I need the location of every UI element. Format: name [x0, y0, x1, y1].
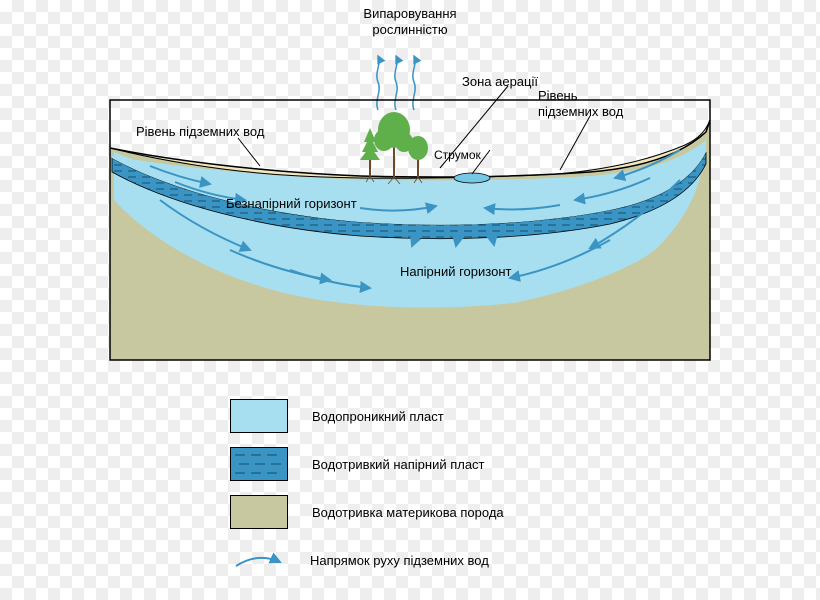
- label-stream: Струмок: [434, 148, 481, 162]
- label-aeration-zone: Зона аерації: [462, 74, 538, 90]
- legend-row-confining: Водотривкий напірний пласт: [230, 448, 504, 480]
- legend-arrow-icon: [230, 544, 286, 576]
- legend-text-bedrock: Водотривка материкова порода: [312, 505, 504, 520]
- title-line2: рослинністю: [372, 22, 447, 37]
- legend-swatch-confining: [230, 447, 288, 481]
- label-confined: Напірний горизонт: [400, 264, 511, 280]
- evaporation-arrows: [377, 56, 415, 110]
- stream: [454, 173, 490, 183]
- title: Випаровування рослинністю: [340, 6, 480, 37]
- legend-text-aquifer: Водопроникний пласт: [312, 409, 444, 424]
- legend-row-aquifer: Водопроникний пласт: [230, 400, 504, 432]
- title-line1: Випаровування: [363, 6, 456, 21]
- legend-swatch-aquifer: [230, 399, 288, 433]
- legend-row-bedrock: Водотривка материкова порода: [230, 496, 504, 528]
- label-right-water-table: Рівень підземних вод: [538, 88, 623, 119]
- label-left-water-table: Рівень підземних вод: [136, 124, 264, 140]
- legend: Водопроникний пласт Водотривкий напірний…: [230, 400, 504, 592]
- label-unconfined: Безнапірний горизонт: [226, 196, 357, 212]
- legend-text-confining: Водотривкий напірний пласт: [312, 457, 485, 472]
- legend-text-arrow: Напрямок руху підземних вод: [310, 553, 489, 568]
- legend-swatch-bedrock: [230, 495, 288, 529]
- trees: [360, 112, 428, 184]
- legend-row-arrow: Напрямок руху підземних вод: [230, 544, 504, 576]
